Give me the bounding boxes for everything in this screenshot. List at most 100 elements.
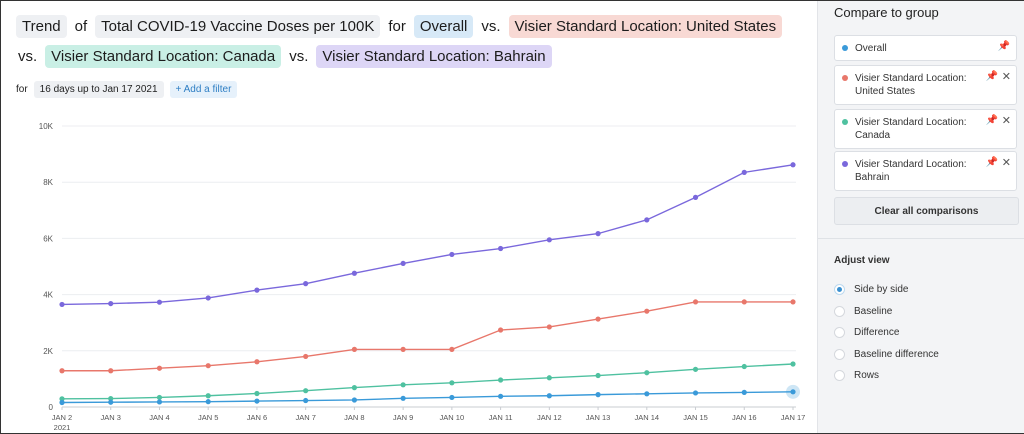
- data-point: [546, 237, 552, 243]
- option-label: Side by side: [854, 284, 909, 295]
- close-icon[interactable]: ✕: [1001, 115, 1011, 127]
- title-vs-text: vs.: [481, 18, 501, 35]
- data-point: [449, 251, 455, 258]
- data-point: [59, 301, 65, 308]
- data-point: [644, 391, 650, 397]
- group-card-overall[interactable]: Overall 📌: [834, 35, 1017, 61]
- title-line-2: vs. Visier Standard Location: Canada vs.…: [16, 45, 552, 68]
- data-point: [108, 399, 114, 405]
- data-point: [790, 299, 796, 305]
- time-range-chip[interactable]: 16 days up to Jan 17 2021: [33, 81, 164, 98]
- data-point: [108, 395, 114, 402]
- option-label: Baseline difference: [854, 349, 939, 360]
- y-tick-label: 4K: [43, 291, 53, 300]
- clear-comparisons-button[interactable]: Clear all comparisons: [834, 197, 1019, 225]
- y-axis: 0 2K 4K 6K 8K 10K: [39, 122, 54, 412]
- data-point: [546, 375, 552, 381]
- data-point: [205, 399, 211, 405]
- divider: [818, 238, 1024, 239]
- series-line: [61, 391, 794, 404]
- x-year-label: 2021: [54, 423, 71, 432]
- x-tick-label: JAN 2: [52, 413, 72, 422]
- data-point: [205, 295, 211, 301]
- data-point: [59, 396, 65, 402]
- radio[interactable]: [834, 306, 845, 317]
- group-card-us[interactable]: Visier Standard Location: United States …: [834, 65, 1017, 105]
- group-label: Visier Standard Location: United States: [855, 73, 967, 97]
- x-tick-label: JAN 14: [634, 413, 659, 422]
- data-point: [400, 346, 406, 352]
- data-point: [498, 327, 504, 333]
- title-bahrain-chip[interactable]: Visier Standard Location: Bahrain: [316, 45, 552, 68]
- option-label: Baseline: [854, 306, 893, 317]
- data-point: [205, 393, 211, 399]
- title-overall-chip[interactable]: Overall: [413, 15, 474, 38]
- data-point: [351, 346, 357, 352]
- group-card-canada[interactable]: Visier Standard Location: Canada 📌 ✕: [834, 109, 1017, 149]
- data-point: [254, 390, 260, 397]
- adjust-view-heading: Adjust view: [834, 255, 890, 266]
- close-icon[interactable]: ✕: [1001, 157, 1011, 169]
- radio[interactable]: [834, 327, 845, 338]
- radio[interactable]: [834, 349, 845, 360]
- data-point: [59, 368, 65, 374]
- data-point: [741, 169, 747, 175]
- view-option-side-by-side[interactable]: Side by side: [834, 284, 908, 295]
- data-point: [156, 394, 163, 401]
- series-dot: [842, 161, 848, 167]
- data-point: [546, 324, 552, 330]
- chart-grid: [62, 125, 796, 408]
- view-option-baseline[interactable]: Baseline: [834, 306, 892, 317]
- data-point: [595, 372, 601, 379]
- data-point: [351, 270, 357, 276]
- series-line: [62, 301, 793, 372]
- pin-icon[interactable]: 📌: [985, 115, 998, 126]
- compare-heading: Compare to group: [834, 5, 939, 20]
- close-icon[interactable]: ✕: [1001, 71, 1011, 83]
- add-filter-button[interactable]: + Add a filter: [169, 81, 238, 98]
- data-point: [351, 385, 357, 391]
- y-tick-label: 6K: [43, 234, 53, 243]
- data-point: [498, 245, 504, 252]
- data-point: [156, 399, 163, 405]
- data-point: [498, 393, 504, 399]
- data-point: [59, 399, 65, 406]
- title-metric-chip[interactable]: Total COVID-19 Vaccine Doses per 100K: [95, 15, 381, 38]
- title-for-text: for: [388, 18, 406, 35]
- data-point: [692, 299, 699, 305]
- y-tick-label: 10K: [39, 122, 54, 131]
- view-option-difference[interactable]: Difference: [834, 327, 899, 338]
- view-option-rows[interactable]: Rows: [834, 370, 879, 381]
- x-tick-label: JAN 11: [489, 413, 513, 422]
- title-us-chip[interactable]: Visier Standard Location: United States: [508, 15, 783, 38]
- data-point: [254, 359, 260, 365]
- data-point: [156, 365, 163, 371]
- main-panel: Trend of Total COVID-19 Vaccine Doses pe…: [1, 1, 816, 433]
- pin-icon[interactable]: 📌: [997, 41, 1010, 52]
- radio-selected[interactable]: [834, 284, 845, 295]
- title-canada-chip[interactable]: Visier Standard Location: Canada: [45, 45, 282, 68]
- series-line: [61, 164, 794, 306]
- group-card-bahrain[interactable]: Visier Standard Location: Bahrain 📌 ✕: [834, 151, 1017, 191]
- data-point: [644, 308, 650, 314]
- data-point: [692, 390, 699, 396]
- data-point: [400, 395, 406, 401]
- data-point: [254, 398, 260, 404]
- data-point: [498, 377, 504, 383]
- group-label: Visier Standard Location: Canada: [855, 117, 967, 141]
- pin-icon[interactable]: 📌: [985, 157, 998, 168]
- filter-row: for 16 days up to Jan 17 2021 + Add a fi…: [16, 81, 238, 98]
- x-tick-label: JAN 13: [586, 413, 611, 422]
- data-point: [254, 287, 260, 293]
- comparison-sidebar: Compare to group Overall 📌 Visier Standa…: [817, 1, 1024, 433]
- view-option-baseline-difference[interactable]: Baseline difference: [834, 349, 939, 360]
- data-point: [790, 389, 796, 395]
- pin-icon[interactable]: 📌: [985, 71, 998, 82]
- radio[interactable]: [834, 370, 845, 381]
- title-trend-chip[interactable]: Trend: [16, 15, 67, 38]
- data-point: [692, 366, 699, 372]
- series-dot: [842, 45, 848, 51]
- data-point: [303, 397, 309, 404]
- data-point: [303, 388, 309, 394]
